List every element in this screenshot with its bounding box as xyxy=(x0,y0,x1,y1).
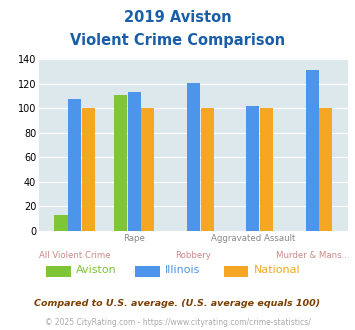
Bar xyxy=(187,83,200,231)
Text: Murder & Mans...: Murder & Mans... xyxy=(275,251,349,260)
Bar xyxy=(68,99,81,231)
Text: Aggravated Assault: Aggravated Assault xyxy=(211,234,295,243)
Text: Illinois: Illinois xyxy=(165,265,201,275)
Bar xyxy=(127,92,141,231)
Bar xyxy=(114,95,127,231)
Text: 2019 Aviston: 2019 Aviston xyxy=(124,10,231,25)
Bar xyxy=(320,109,333,231)
Text: © 2025 CityRating.com - https://www.cityrating.com/crime-statistics/: © 2025 CityRating.com - https://www.city… xyxy=(45,318,310,327)
Bar xyxy=(260,109,273,231)
Text: National: National xyxy=(254,265,300,275)
Bar xyxy=(141,109,154,231)
Bar xyxy=(306,70,319,231)
Text: Compared to U.S. average. (U.S. average equals 100): Compared to U.S. average. (U.S. average … xyxy=(34,299,321,308)
Bar xyxy=(55,215,67,231)
Text: Aviston: Aviston xyxy=(76,265,117,275)
Bar xyxy=(246,106,260,231)
Text: All Violent Crime: All Violent Crime xyxy=(39,251,110,260)
Text: Rape: Rape xyxy=(123,234,145,243)
Text: Robbery: Robbery xyxy=(175,251,212,260)
Bar xyxy=(82,109,95,231)
Bar xyxy=(201,109,214,231)
Text: Violent Crime Comparison: Violent Crime Comparison xyxy=(70,33,285,48)
